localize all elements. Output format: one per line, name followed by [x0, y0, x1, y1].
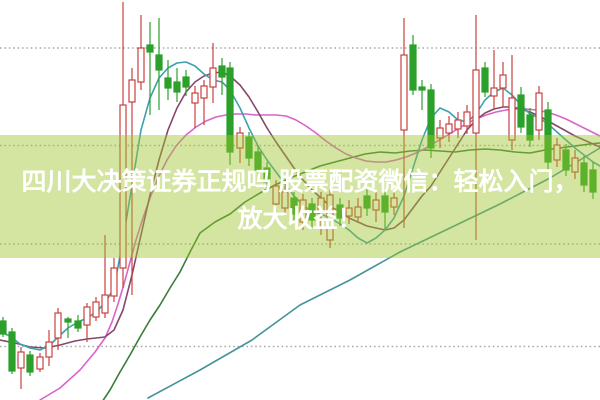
candle-body-down — [481, 67, 489, 93]
candle-body-up — [92, 301, 100, 318]
candle-body-down — [336, 204, 344, 219]
candle-body-up — [101, 294, 109, 314]
candle-body-up — [499, 74, 507, 89]
candle-body-up — [272, 185, 280, 205]
candle-body-down — [146, 44, 154, 53]
candle-body-up — [445, 123, 453, 134]
candle-body-up — [200, 85, 208, 99]
candle-body-down — [164, 77, 172, 89]
candle-body-up — [436, 127, 444, 139]
candle-body-down — [8, 331, 16, 372]
candle-body-up — [45, 341, 53, 358]
candle-body-down — [526, 114, 534, 141]
candle-body-up — [508, 97, 516, 141]
candle-body-up — [317, 197, 325, 213]
candle-body-up — [137, 47, 145, 83]
candle-body-up — [236, 132, 244, 149]
candle-body-down — [173, 81, 181, 93]
candle-body-up — [472, 69, 480, 134]
candle-body-up — [17, 351, 25, 369]
candle-body-down — [0, 320, 7, 335]
candle-body-down — [26, 354, 34, 373]
candle-body-up — [463, 111, 471, 127]
candle-body-up — [281, 191, 289, 209]
candle-body-down — [155, 54, 163, 71]
candle-body-up — [54, 312, 62, 339]
banner-text-line-2: 放大收益！ — [237, 205, 363, 233]
candle-body-down — [580, 162, 588, 186]
candle-body-up — [454, 119, 462, 130]
candle-body-down — [308, 203, 316, 221]
candle-body-down — [74, 320, 82, 329]
candle-body-up — [110, 267, 118, 297]
candle-body-up — [553, 144, 561, 161]
candle-body-up — [535, 92, 543, 131]
candle-body-up — [83, 306, 91, 326]
candle-body-up — [299, 199, 307, 223]
candle-body-up — [571, 157, 579, 173]
candle-body-down — [290, 197, 298, 215]
candle-body-down — [64, 318, 72, 323]
candle-body-up — [490, 87, 498, 97]
candle-body-down — [517, 94, 525, 128]
candle-body-down — [218, 65, 226, 78]
candle-body-up — [209, 67, 217, 88]
candle-body-down — [245, 136, 253, 159]
candle-body-down — [409, 44, 417, 91]
candle-body-up — [390, 197, 398, 208]
candle-body-up — [191, 92, 199, 104]
candle-body-up — [128, 79, 136, 103]
candle-body-up — [119, 104, 127, 269]
candle-body-down — [562, 149, 570, 171]
candle-body-up — [354, 206, 362, 218]
candle-body-up — [345, 207, 353, 217]
candle-body-down — [363, 195, 371, 209]
banner-text-line-1: 四川大决策证券正规吗 股票配资微信：轻松入门， — [21, 168, 579, 196]
ma-longest-bluegreen — [147, 147, 600, 399]
candle-body-down — [226, 67, 234, 153]
candle-body-down — [544, 109, 552, 163]
candle-body-up — [372, 199, 380, 211]
candle-body-down — [381, 195, 389, 213]
candle-body-up — [36, 356, 44, 370]
candle-body-down — [254, 151, 262, 171]
candle-body-up — [400, 54, 408, 131]
promo-banner-overlay: 四川大决策证券正规吗 股票配资微信：轻松入门， 放大收益！ — [0, 135, 600, 258]
candle-body-up — [326, 194, 334, 241]
candle-body-down — [427, 89, 435, 149]
candle-body-down — [263, 167, 271, 183]
ma-mid-purple — [0, 71, 600, 349]
ma-long-darkgreen — [102, 142, 600, 400]
candle-body-down — [182, 76, 190, 88]
candle-body-down — [418, 86, 426, 91]
candle-body-down — [589, 169, 597, 193]
